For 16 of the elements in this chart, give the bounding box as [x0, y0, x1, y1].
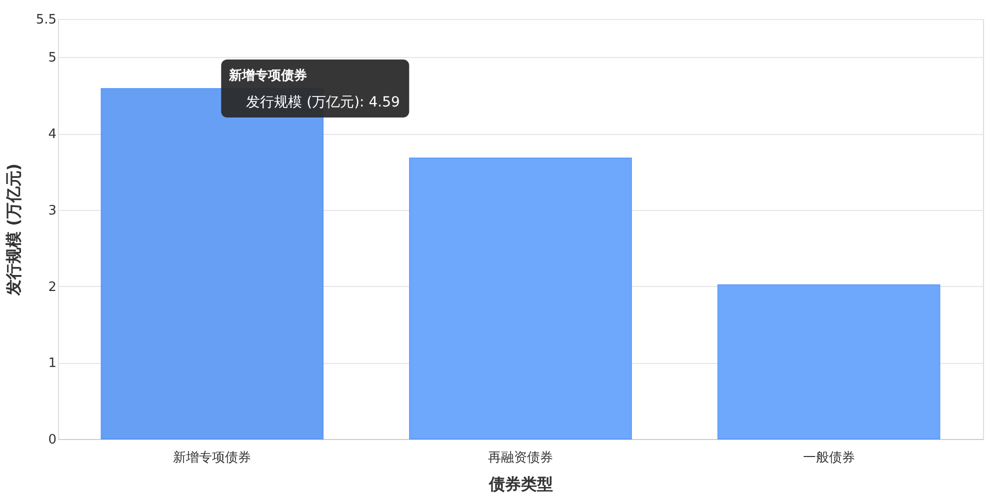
y-tick-label: 4 [48, 127, 56, 142]
annotation: 新增专项债券 [228, 67, 308, 84]
x-axis-title: 债券类型 [488, 474, 553, 494]
x-tick-label: 新增专项债券 [173, 450, 252, 466]
y-tick-label: 5 [48, 50, 56, 66]
y-tick-label: 0 [48, 432, 56, 448]
y-tick-label: 5.5 [36, 12, 56, 28]
x-tick-label: 一般债券 [802, 450, 855, 466]
bar [409, 157, 632, 440]
y-tick-label: 1 [48, 356, 56, 372]
x-tick-label: 再融资债券 [488, 450, 553, 466]
y-tick-label: 3 [48, 203, 56, 218]
bar [717, 284, 940, 440]
y-tick-label: 2 [48, 280, 56, 295]
y-axis-title: 发行规模 (万亿元) [4, 163, 23, 297]
annotation: 发行规模 (万亿元): 4.59 [246, 94, 400, 110]
